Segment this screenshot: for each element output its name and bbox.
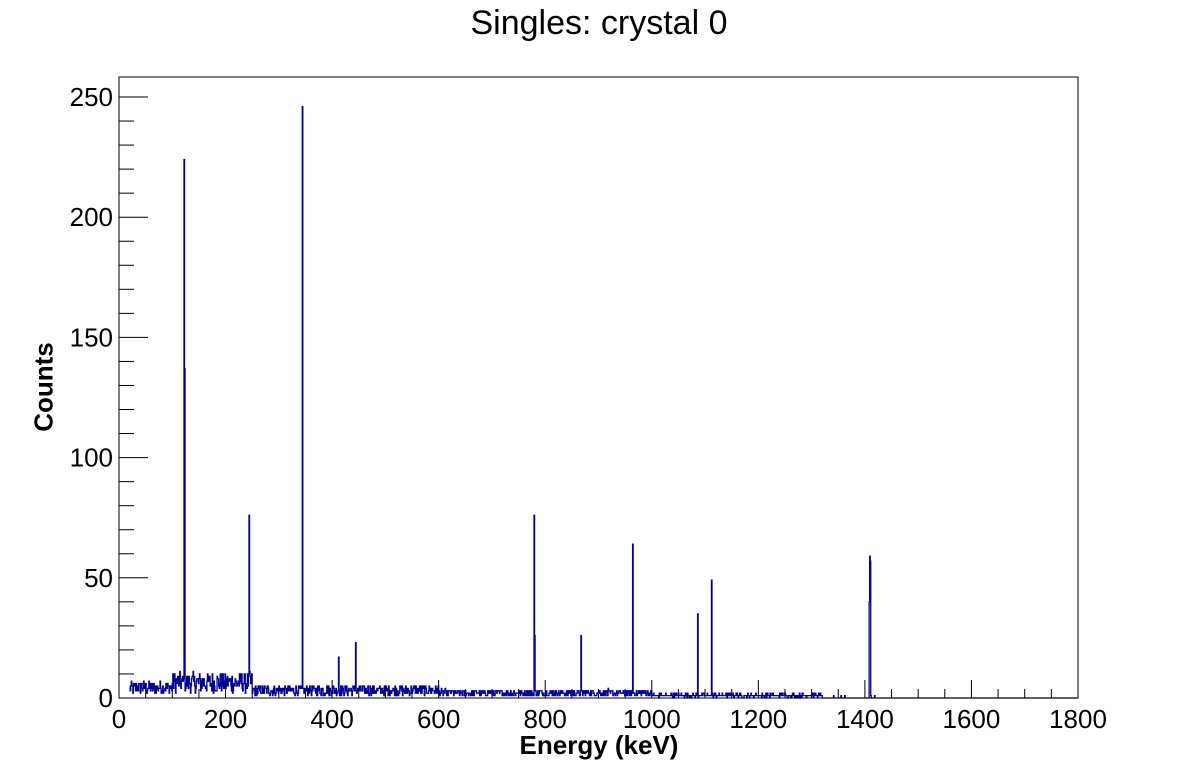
tick-labels: 0 50 100 150 200 250 0 200 400 600 800 1000 1200 1400… [70,82,1107,734]
svg-text:50: 50 [84,563,113,593]
svg-text:0: 0 [112,704,126,734]
axis-ticks [118,96,1079,699]
svg-text:1200: 1200 [729,704,787,734]
x-axis-label: Energy (keV) [519,730,679,760]
svg-text:200: 200 [204,704,247,734]
svg-text:1600: 1600 [943,704,1001,734]
svg-text:400: 400 [310,704,353,734]
plot-frame [118,76,1079,699]
svg-text:800: 800 [524,704,567,734]
chart-title: Singles: crystal 0 [470,4,728,42]
svg-text:1800: 1800 [1049,704,1107,734]
svg-text:150: 150 [70,322,113,352]
svg-text:1400: 1400 [836,704,894,734]
svg-text:200: 200 [70,202,113,232]
svg-text:100: 100 [70,443,113,473]
svg-text:0: 0 [99,683,113,713]
histogram-line [129,105,1078,699]
svg-text:1000: 1000 [623,704,681,734]
svg-text:600: 600 [417,704,460,734]
svg-text:250: 250 [70,82,113,112]
